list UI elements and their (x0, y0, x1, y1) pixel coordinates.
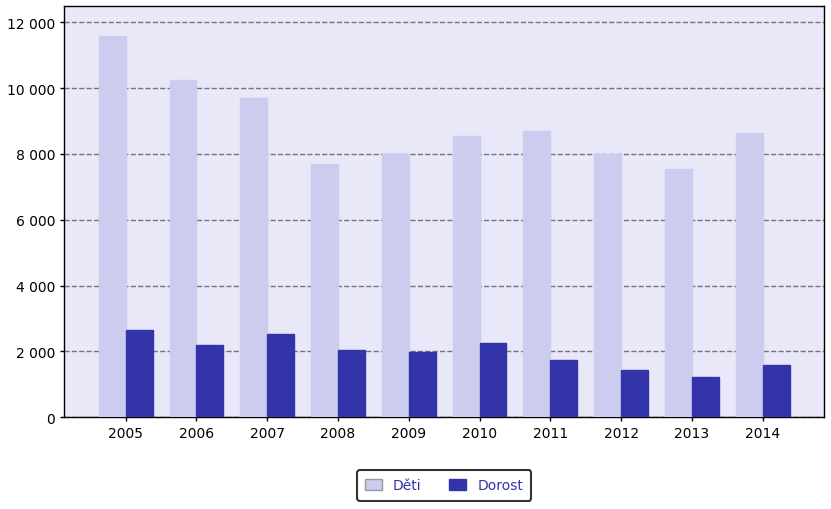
Bar (170, 81, 196, 417)
Bar (453, 136, 479, 417)
Bar (692, 377, 719, 417)
Bar (479, 344, 506, 417)
Bar (311, 164, 338, 417)
Bar (196, 345, 224, 417)
Bar (125, 330, 153, 417)
Bar (268, 334, 294, 417)
Legend: Děti, Dorost: Děti, Dorost (356, 470, 531, 501)
Bar (409, 352, 435, 417)
Bar (240, 99, 268, 417)
Bar (763, 365, 789, 417)
Bar (382, 155, 409, 417)
Bar (550, 360, 578, 417)
Bar (594, 155, 621, 417)
Bar (338, 350, 365, 417)
Bar (621, 371, 648, 417)
Bar (99, 37, 125, 417)
Bar (665, 169, 692, 417)
Bar (735, 133, 763, 417)
Bar (524, 132, 550, 417)
